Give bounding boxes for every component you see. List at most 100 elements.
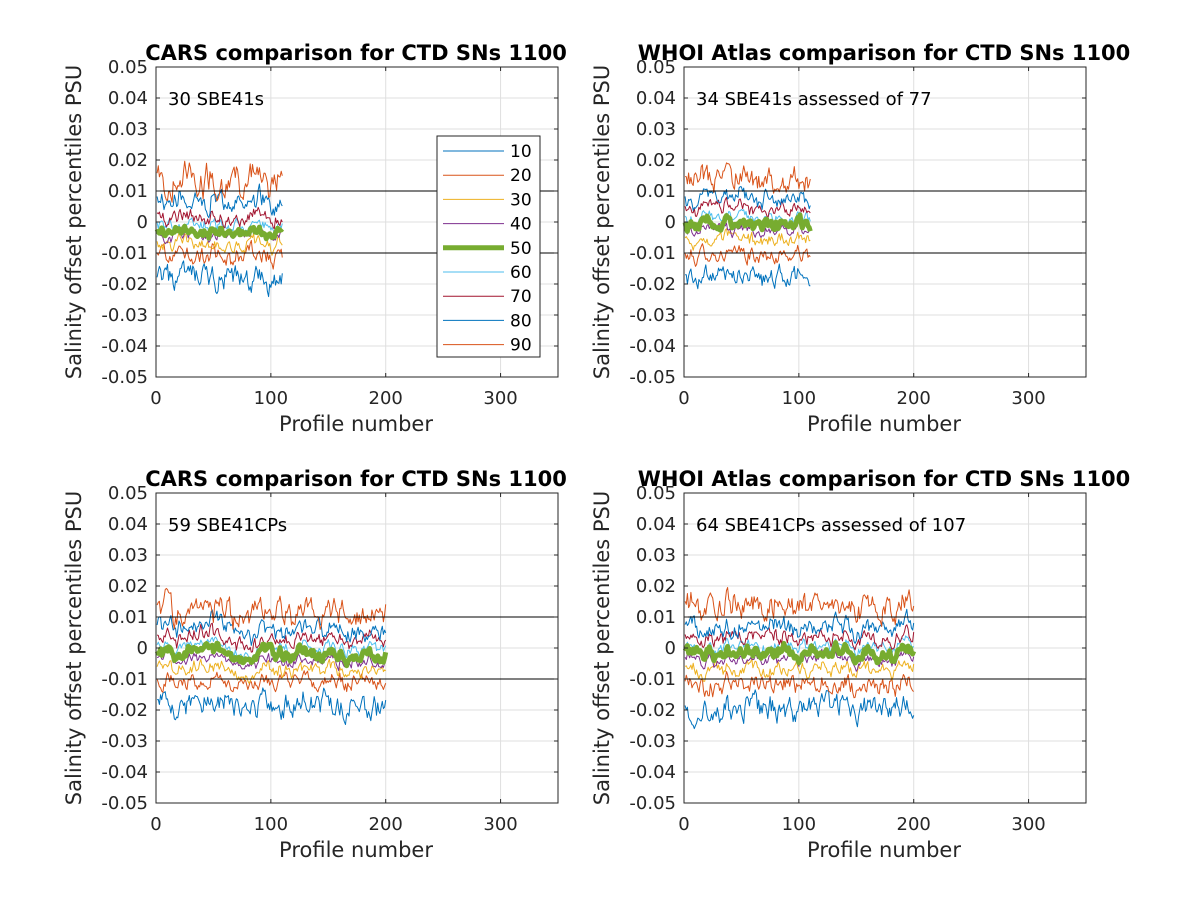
legend-label-90: 90 (510, 336, 532, 356)
x-tick-label: 200 (897, 388, 931, 409)
x-tick-label: 0 (150, 388, 161, 409)
y-tick-label: 0 (137, 638, 148, 659)
series-line-p10 (685, 263, 811, 290)
series-line-p80 (156, 609, 387, 646)
x-tick-label: 300 (483, 388, 517, 409)
x-tick-label: 300 (1011, 388, 1045, 409)
y-tick-label: 0.03 (108, 545, 148, 566)
y-axis-label: Salinity offset percentiles PSU (590, 491, 614, 805)
y-tick-label: 0.01 (108, 607, 148, 628)
float-count-annotation: 34 SBE41s assessed of 77 (696, 89, 932, 110)
series-line-p60 (685, 635, 915, 658)
series-line-p30 (684, 228, 811, 251)
y-tick-label: 0.04 (636, 514, 676, 535)
chart-title: CARS comparison for CTD SNs 1100 (145, 467, 567, 491)
y-tick-label: 0.04 (108, 88, 148, 109)
series-line-p10 (156, 260, 283, 298)
chart-title: WHOI Atlas comparison for CTD SNs 1100 (638, 41, 1131, 65)
x-axis-label: Profile number (807, 412, 961, 436)
series-line-p20 (156, 670, 387, 693)
y-tick-label: -0.04 (101, 762, 148, 783)
y-tick-label: -0.03 (101, 305, 148, 326)
y-tick-label: 0.05 (636, 57, 676, 78)
x-axis-label: Profile number (807, 838, 961, 862)
series-line-p80 (684, 608, 915, 644)
series-line-p90 (685, 162, 811, 194)
y-tick-label: -0.05 (101, 367, 148, 388)
y-tick-label: -0.02 (101, 700, 148, 721)
series-line-p70 (156, 622, 387, 653)
y-tick-label: 0.02 (636, 576, 676, 597)
plot-area: -0.05 -0.04 -0.03 -0.02 -0.01 0 0.01 0.02 0.03 0.… (629, 57, 1087, 409)
y-tick-label: 0.02 (108, 576, 148, 597)
y-tick-label: 0.03 (636, 545, 676, 566)
y-tick-label: -0.05 (101, 793, 148, 814)
series-line-p60 (684, 208, 811, 230)
y-tick-label: 0.03 (108, 119, 148, 140)
y-tick-label: -0.02 (101, 274, 148, 295)
y-tick-label: -0.05 (629, 793, 676, 814)
series-line-p20 (684, 671, 914, 699)
y-tick-label: -0.03 (629, 731, 676, 752)
chart-panel-whoi-sbe41cp: WHOI Atlas comparison for CTD SNs 1100 -… (590, 467, 1130, 862)
y-tick-label: -0.04 (101, 336, 148, 357)
y-tick-label: -0.01 (629, 669, 676, 690)
legend-label-40: 40 (510, 215, 532, 235)
series-line-p50 (682, 212, 813, 234)
series-line-p20 (156, 239, 283, 270)
legend-label-20: 20 (510, 166, 532, 186)
y-tick-label: 0.04 (636, 88, 676, 109)
x-tick-label: 0 (678, 388, 689, 409)
y-tick-label: 0.02 (108, 150, 148, 171)
x-axis-label: Profile number (279, 412, 433, 436)
series-line-p20 (684, 243, 811, 267)
y-tick-label: 0.02 (636, 150, 676, 171)
x-tick-label: 0 (678, 814, 689, 835)
chart-panel-cars-sbe41cp: CARS comparison for CTD SNs 1100 -0.05 -0… (62, 467, 567, 862)
series-line-p30 (156, 232, 283, 256)
x-axis-label: Profile number (279, 838, 433, 862)
legend-label-70: 70 (510, 287, 532, 307)
y-tick-label: -0.01 (629, 243, 676, 264)
series-line-p50 (154, 640, 389, 669)
y-tick-label: -0.05 (629, 367, 676, 388)
y-tick-label: 0.05 (636, 483, 676, 504)
chart-panel-whoi-sbe41: WHOI Atlas comparison for CTD SNs 1100 -… (590, 41, 1130, 436)
chart-legend: 10 20 30 40 50 60 70 80 90 (436, 135, 541, 358)
y-tick-label: 0.03 (636, 119, 676, 140)
x-tick-label: 200 (369, 814, 403, 835)
legend-label-10: 10 (510, 142, 532, 162)
y-axis-label: Salinity offset percentiles PSU (62, 491, 86, 805)
y-tick-label: 0.05 (108, 483, 148, 504)
y-tick-label: 0.01 (108, 181, 148, 202)
series-line-p40 (684, 221, 811, 239)
y-tick-label: 0.01 (636, 181, 676, 202)
y-tick-label: 0.01 (636, 607, 676, 628)
x-tick-label: 300 (1011, 814, 1045, 835)
series-line-p30 (684, 657, 915, 682)
legend-label-60: 60 (510, 263, 532, 283)
series-line-p70 (684, 624, 915, 651)
series-line-p50 (682, 640, 917, 666)
y-tick-label: 0 (137, 212, 148, 233)
y-tick-label: -0.02 (629, 274, 676, 295)
y-tick-label: 0.05 (108, 57, 148, 78)
plot-area: -0.05 -0.04 -0.03 -0.02 -0.01 0 0.01 0.02 0.03 0.… (101, 483, 559, 835)
legend-label-50: 50 (510, 239, 532, 259)
plot-area: -0.05 -0.04 -0.03 -0.02 -0.01 0 0.01 0.02 0.03 0.… (629, 483, 1087, 835)
series-line-p10 (684, 689, 915, 730)
series-line-p70 (156, 206, 283, 230)
x-tick-label: 200 (897, 814, 931, 835)
y-tick-label: -0.03 (629, 305, 676, 326)
y-axis-label: Salinity offset percentiles PSU (62, 65, 86, 379)
x-tick-label: 100 (782, 814, 816, 835)
y-tick-label: -0.04 (629, 336, 676, 357)
x-tick-label: 300 (483, 814, 517, 835)
chart-title: CARS comparison for CTD SNs 1100 (145, 41, 567, 65)
legend-label-30: 30 (510, 190, 532, 210)
x-tick-label: 100 (254, 814, 288, 835)
x-tick-label: 0 (150, 814, 161, 835)
y-axis-label: Salinity offset percentiles PSU (590, 65, 614, 379)
x-tick-label: 100 (782, 388, 816, 409)
